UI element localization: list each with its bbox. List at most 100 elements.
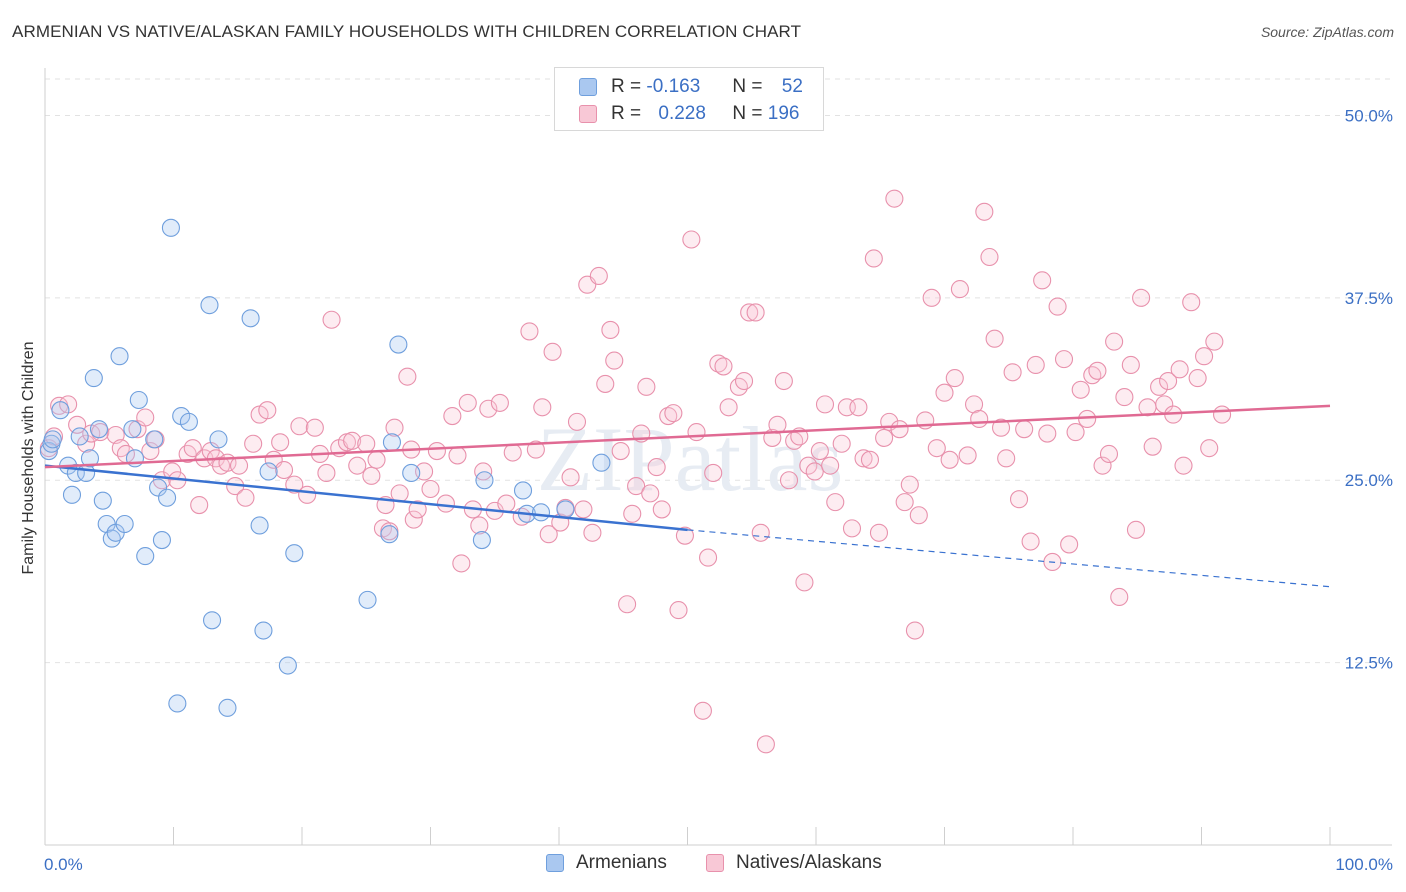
data-point-natives-alaskans [805, 462, 824, 481]
data-point-natives-alaskans [687, 423, 706, 442]
data-point-natives-alaskans [997, 449, 1016, 468]
data-point-natives-alaskans [298, 485, 317, 504]
data-point-natives-alaskans [190, 495, 209, 515]
data-point-natives-alaskans [826, 493, 845, 512]
data-point-armenians [402, 463, 421, 482]
data-point-armenians [93, 491, 112, 510]
data-point-armenians [358, 590, 377, 609]
data-point-natives-alaskans [343, 431, 362, 450]
data-point-natives-alaskans [849, 398, 868, 417]
data-point-natives-alaskans [443, 406, 462, 426]
data-point-natives-alaskans [526, 440, 545, 459]
watermark: ZIPatlas [537, 408, 844, 510]
data-point-armenians [218, 698, 237, 717]
data-point-natives-alaskans [91, 423, 110, 442]
data-point-natives-alaskans [596, 374, 615, 393]
data-point-natives-alaskans [815, 395, 835, 414]
data-point-armenians [152, 531, 171, 550]
legend-n-label: N = [732, 76, 763, 97]
data-point-natives-alaskans [543, 342, 562, 361]
data-point-natives-alaskans [864, 249, 883, 268]
data-point-natives-alaskans [111, 439, 130, 458]
data-point-armenians [51, 401, 70, 420]
data-point-natives-alaskans [561, 468, 580, 487]
data-point-armenians [203, 611, 222, 630]
data-point-armenians [158, 488, 177, 507]
data-point-natives-alaskans [958, 446, 977, 465]
y-tick-label: 25.0% [1345, 471, 1393, 490]
data-point-natives-alaskans [704, 463, 723, 482]
data-point-natives-alaskans [719, 398, 738, 417]
data-point-armenians [531, 503, 551, 522]
data-point-natives-alaskans [1126, 520, 1146, 539]
data-point-armenians [382, 433, 402, 452]
data-point-natives-alaskans [497, 494, 516, 513]
data-point-natives-alaskans [860, 450, 880, 469]
data-point-natives-alaskans [810, 442, 829, 461]
data-point-armenians [592, 453, 611, 472]
data-point-natives-alaskans [985, 329, 1004, 348]
legend-swatch-armenians [579, 78, 597, 96]
data-point-armenians [129, 390, 148, 410]
data-point-natives-alaskans [832, 434, 851, 453]
y-tick-label: 50.0% [1345, 106, 1393, 125]
data-point-natives-alaskans [1132, 288, 1151, 307]
data-point-armenians [136, 547, 155, 566]
data-point-natives-alaskans [699, 548, 718, 567]
axes [44, 68, 1392, 846]
data-point-armenians [168, 694, 187, 713]
data-point-armenians [123, 420, 142, 439]
data-point-armenians [250, 516, 269, 535]
data-point-natives-alaskans [746, 303, 765, 322]
data-point-armenians [39, 442, 58, 461]
legend-row-armenians: R = -0.163 N = 52 [579, 74, 803, 100]
y-axis-title: Family Households with Children [20, 342, 37, 575]
data-point-natives-alaskans [229, 456, 249, 475]
data-point-natives-alaskans [895, 493, 914, 512]
data-point-natives-alaskans [975, 202, 994, 221]
data-point-natives-alaskans [574, 500, 593, 519]
data-point-armenians [278, 656, 297, 675]
data-point-natives-alaskans [641, 484, 660, 503]
data-point-natives-alaskans [1143, 437, 1162, 456]
data-point-natives-alaskans [1026, 355, 1045, 375]
legend-n-value: 52 [781, 76, 803, 97]
data-point-natives-alaskans [421, 479, 440, 499]
data-point-natives-alaskans [1003, 363, 1022, 382]
data-point-natives-alaskans [1188, 369, 1207, 388]
trend-lines [44, 404, 1331, 588]
data-point-natives-alaskans [729, 377, 748, 396]
data-point-armenians [145, 430, 164, 449]
data-point-natives-alaskans [740, 303, 759, 322]
data-point-natives-alaskans [567, 412, 587, 431]
data-point-natives-alaskans [367, 450, 386, 469]
data-point-natives-alaskans [1015, 420, 1034, 439]
data-point-natives-alaskans [448, 446, 467, 465]
legend-n-label: N = [732, 103, 763, 124]
data-point-natives-alaskans [1099, 444, 1119, 464]
data-point-natives-alaskans [589, 266, 608, 286]
data-point-natives-alaskans [1088, 361, 1107, 380]
data-point-natives-alaskans [136, 408, 155, 427]
data-point-armenians [84, 369, 103, 388]
data-point-natives-alaskans [183, 439, 202, 458]
data-point-natives-alaskans [244, 434, 263, 453]
data-point-natives-alaskans [623, 504, 642, 523]
data-point-natives-alaskans [539, 525, 558, 544]
data-point-armenians [89, 420, 109, 439]
data-point-natives-alaskans [605, 351, 624, 370]
data-point-armenians [110, 347, 129, 366]
data-point-armenians [389, 335, 408, 354]
data-point-natives-alaskans [618, 595, 637, 614]
data-point-natives-alaskans [1170, 360, 1189, 379]
legend-label-natives: Natives/Alaskans [736, 852, 882, 873]
y-tick-label: 37.5% [1345, 289, 1393, 308]
legend-swatch-armenians [546, 854, 564, 872]
data-point-armenians [200, 296, 219, 315]
data-point-natives-alaskans [1213, 405, 1232, 424]
data-point-natives-alaskans [1021, 532, 1040, 551]
data-point-natives-alaskans [398, 367, 417, 386]
data-point-armenians [513, 481, 533, 500]
x-tick-label: 100.0% [1335, 855, 1393, 874]
data-point-natives-alaskans [905, 621, 924, 640]
